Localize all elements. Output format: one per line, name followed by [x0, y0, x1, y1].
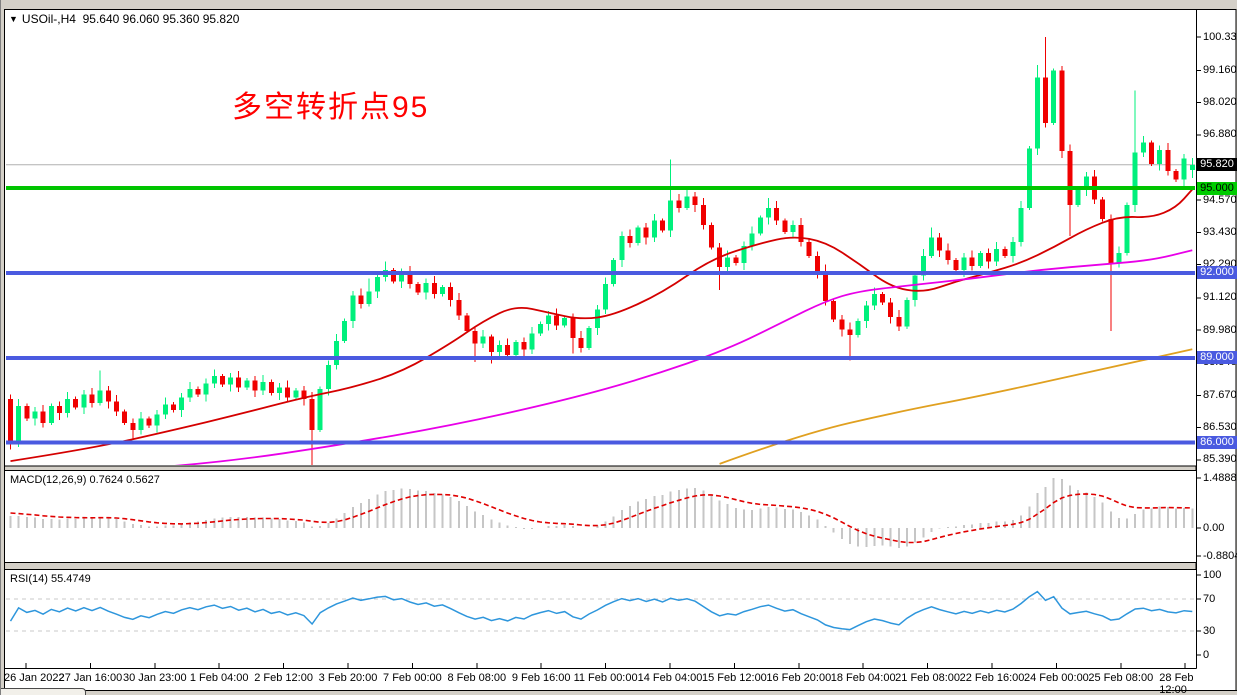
- price-tick-label: 93.430: [1203, 225, 1237, 238]
- macd-name: MACD(12,26,9): [10, 474, 87, 486]
- date-tick-label: 25 Feb 08:00: [1088, 672, 1154, 684]
- rsi-name: RSI(14): [10, 573, 48, 585]
- rsi-axis-label: 30: [1203, 624, 1216, 637]
- price-tick-label: 99.160: [1203, 63, 1237, 76]
- date-tick-label: 15 Feb 12:00: [701, 672, 767, 684]
- date-tick-label: 2 Feb 12:00: [254, 672, 313, 684]
- macd-axis-label: 1.4888: [1203, 471, 1237, 484]
- window-frame: [4, 9, 1237, 691]
- level-price-tag: 86.000: [1197, 436, 1237, 450]
- ma-fast-red: [10, 188, 1193, 462]
- rsi-axis-label: 100: [1203, 568, 1222, 581]
- rsi-axis-label: 0: [1203, 648, 1210, 661]
- date-tick-label: 30 Jan 23:00: [122, 672, 187, 684]
- price-tick-label: 87.670: [1203, 388, 1237, 401]
- symbol-timeframe: USOil-,H4: [21, 12, 76, 26]
- symbol-dropdown-icon[interactable]: ▼: [9, 14, 18, 24]
- ma-slow-orange: [719, 348, 1193, 465]
- rsi-indicator-label: RSI(14) 55.4749: [10, 573, 91, 585]
- macd-indicator-label: MACD(12,26,9) 0.7624 0.5627: [10, 474, 160, 486]
- price-tick-label: 86.530: [1203, 421, 1237, 434]
- date-tick-label: 21 Feb 08:00: [895, 672, 961, 684]
- current-price-tag: 95.820: [1197, 158, 1237, 172]
- chart-annotation-text: 多空转折点95: [232, 91, 430, 124]
- rsi-line: [9, 590, 1193, 631]
- macd-histogram: [9, 478, 1194, 549]
- date-tick-label: 16 Feb 20:00: [766, 672, 832, 684]
- price-tick-label: 91.120: [1203, 291, 1237, 304]
- date-tick-label: 9 Feb 16:00: [511, 672, 571, 684]
- price-tick-label: 96.880: [1203, 128, 1237, 141]
- rsi-axis-label: 70: [1203, 592, 1216, 605]
- chart-title: ▼ USOil-,H4 95.640 96.060 95.360 95.820: [9, 12, 239, 26]
- date-tick-label: 1 Feb 04:00: [189, 672, 249, 684]
- main-plot[interactable]: [6, 37, 1196, 482]
- macd-panel-plot: [9, 478, 1194, 549]
- date-tick-label: 22 Feb 16:00: [959, 672, 1025, 684]
- price-tick-label: 100.330: [1203, 30, 1237, 43]
- macd-signal-line: [10, 493, 1193, 544]
- date-tick-label: 11 Feb 00:00: [573, 672, 638, 684]
- date-tick-label: 28 Feb 12:00: [1159, 672, 1194, 695]
- date-tick-label: 14 Feb 04:00: [637, 672, 703, 684]
- panel-splitter[interactable]: [4, 465, 1197, 471]
- price-tick-label: 94.570: [1203, 193, 1237, 206]
- price-tick-label: 89.980: [1203, 323, 1237, 336]
- level-price-tag: 92.000: [1197, 266, 1237, 280]
- rsi-value: 55.4749: [50, 573, 91, 585]
- macd-axis-label: 0.00: [1203, 521, 1225, 534]
- price-tick-label: 85.390: [1203, 453, 1237, 466]
- scrollbar-thumb[interactable]: [1, 688, 86, 695]
- rsi-panel-plot: [6, 590, 1195, 632]
- date-tick-label: 24 Feb 00:00: [1023, 672, 1089, 684]
- date-tick-label: 7 Feb 00:00: [383, 672, 442, 684]
- title-ohlc-values: 95.640 96.060 95.360 95.820: [82, 12, 240, 26]
- date-tick-label: 18 Feb 04:00: [830, 672, 896, 684]
- level-price-tag: 89.000: [1197, 351, 1237, 365]
- macd-values: 0.7624 0.5627: [89, 474, 160, 486]
- panel-splitter[interactable]: [4, 562, 1197, 570]
- date-tick-label: 8 Feb 08:00: [447, 672, 507, 684]
- candles: [8, 37, 1195, 465]
- date-tick-label: 26 Jan 2022: [4, 672, 65, 684]
- date-tick-label: 3 Feb 20:00: [318, 672, 378, 684]
- date-tick-label: 27 Jan 16:00: [58, 672, 123, 684]
- price-tick-label: 98.020: [1203, 96, 1237, 109]
- macd-axis-label: -0.8804: [1203, 549, 1237, 562]
- level-price-tag: 95.000: [1197, 181, 1237, 195]
